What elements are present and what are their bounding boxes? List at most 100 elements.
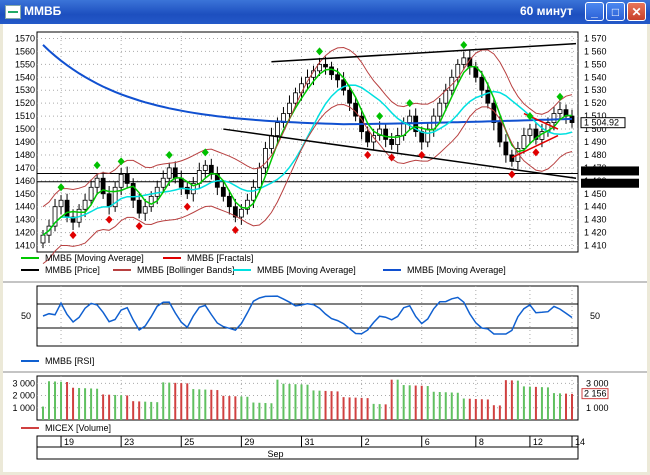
price-tick-right: 1 500 bbox=[584, 124, 607, 134]
candle-body bbox=[479, 76, 485, 91]
chart-svg[interactable]: 1570 1 570 1560 1 560 1550 1 550 1540 1 540 1530… bbox=[3, 24, 647, 472]
date-label: 19 bbox=[64, 437, 74, 447]
price-tick-right: 1 560 bbox=[584, 46, 607, 56]
candle-body bbox=[395, 135, 401, 145]
price-tick-left: 1470 bbox=[15, 163, 35, 173]
candle-body bbox=[497, 122, 503, 143]
window-title: ММВБ bbox=[24, 4, 62, 18]
volume-last-label: 2 156 bbox=[584, 389, 607, 399]
candle-body bbox=[52, 206, 58, 227]
maximize-icon[interactable]: □ bbox=[606, 2, 625, 21]
legend-item: ММВБ [Bollinger Bands] bbox=[137, 265, 234, 275]
volume-tick-right: 1 000 bbox=[586, 403, 609, 413]
candle-body bbox=[533, 128, 539, 140]
hline2-label: 1459.26961 bbox=[583, 178, 631, 188]
date-label: 12 bbox=[533, 437, 543, 447]
price-tick-right: 1 430 bbox=[584, 215, 607, 225]
price-tick-right: 1 410 bbox=[584, 241, 607, 251]
price-tick-left: 1510 bbox=[15, 111, 35, 121]
candle-body bbox=[64, 199, 70, 218]
trendline-lower bbox=[223, 128, 577, 179]
candle-body bbox=[160, 177, 166, 188]
date-label: 31 bbox=[304, 437, 314, 447]
candle-body bbox=[88, 186, 94, 201]
candle-body bbox=[148, 195, 154, 208]
candle-body bbox=[461, 57, 467, 65]
candle-body bbox=[238, 208, 244, 218]
candle-body bbox=[82, 199, 88, 210]
candle-body bbox=[437, 102, 443, 117]
candle-body bbox=[329, 66, 334, 76]
minimize-icon[interactable]: _ bbox=[585, 2, 604, 21]
chart-app-icon bbox=[5, 5, 21, 19]
legend-item: ММВБ [Price] bbox=[45, 265, 100, 275]
volume-last-box bbox=[581, 388, 609, 400]
fractal-up-marker bbox=[460, 40, 468, 49]
date-label: 29 bbox=[244, 437, 254, 447]
volume-tick-right: 3 000 bbox=[586, 378, 609, 388]
timeframe-label: 60 минут bbox=[520, 4, 573, 18]
fractal-up-marker bbox=[556, 92, 564, 101]
date-label: 14 bbox=[575, 437, 585, 447]
hline-label-box bbox=[581, 178, 639, 188]
candle-body bbox=[425, 128, 431, 143]
candle-body bbox=[485, 89, 491, 104]
price-tick-left: 1540 bbox=[15, 72, 35, 82]
candle-body bbox=[263, 148, 268, 169]
candle-body bbox=[365, 131, 371, 143]
candle-body bbox=[154, 186, 160, 197]
ma-slow-line bbox=[42, 44, 573, 126]
candle-body bbox=[136, 199, 142, 214]
month-label: Sep bbox=[268, 449, 284, 459]
candle-body bbox=[40, 234, 46, 244]
price-tick-left: 1410 bbox=[15, 241, 35, 251]
fractal-up-marker bbox=[201, 148, 209, 157]
volume-tick-left: 1 000 bbox=[12, 403, 35, 413]
candle-body bbox=[208, 164, 214, 175]
price-tick-left: 1570 bbox=[15, 33, 35, 43]
fractal-down-marker bbox=[364, 150, 372, 159]
candle-body bbox=[112, 186, 118, 208]
candle-body bbox=[100, 177, 106, 195]
trendline-red bbox=[511, 134, 559, 159]
candle-body bbox=[142, 206, 148, 214]
title-bar: ММВБ 60 минут _ □ ✕ bbox=[0, 0, 650, 24]
candle-body bbox=[202, 164, 208, 171]
candle-body bbox=[455, 63, 461, 78]
candle-body bbox=[323, 63, 328, 68]
candle-body bbox=[287, 102, 292, 114]
candle-body bbox=[503, 141, 509, 156]
candle-body bbox=[250, 186, 256, 201]
candle-body bbox=[371, 135, 377, 143]
candle-body bbox=[335, 74, 340, 81]
rsi-line bbox=[42, 295, 573, 335]
candle-body bbox=[383, 128, 389, 140]
candle-body bbox=[226, 195, 232, 208]
price-tick-left: 1550 bbox=[15, 59, 35, 69]
close-icon[interactable]: ✕ bbox=[627, 2, 646, 21]
price-tick-left: 1450 bbox=[15, 189, 35, 199]
candle-body bbox=[172, 167, 178, 179]
bollinger-upper bbox=[42, 46, 573, 208]
candle-body bbox=[269, 135, 274, 149]
candle-body bbox=[70, 216, 76, 223]
candle-body bbox=[94, 177, 100, 188]
candle-body bbox=[244, 199, 250, 210]
fractal-up-marker bbox=[117, 157, 125, 166]
price-panel bbox=[36, 31, 579, 253]
price-tick-right: 1 570 bbox=[584, 33, 607, 43]
price-tick-right: 1 440 bbox=[584, 202, 607, 212]
candle-body bbox=[407, 115, 413, 123]
volume-legend: MICEX [Volume] bbox=[45, 423, 111, 433]
ma-fast-line bbox=[42, 65, 572, 236]
chart-area: 1570 1 570 1560 1 560 1550 1 550 1540 1 540 1530… bbox=[3, 24, 647, 472]
legend-item: ММВБ [Moving Average] bbox=[257, 265, 356, 275]
price-tick-left: 1560 bbox=[15, 46, 35, 56]
rsi-level-left: 50 bbox=[21, 311, 31, 321]
legend-item: ММВБ [Fractals] bbox=[187, 253, 253, 263]
rsi-panel bbox=[36, 285, 579, 347]
price-tick-left: 1480 bbox=[15, 150, 35, 160]
price-tick-right: 1 520 bbox=[584, 98, 607, 108]
hline1-label: 1465.74764 bbox=[583, 165, 631, 175]
candle-body bbox=[166, 167, 172, 179]
